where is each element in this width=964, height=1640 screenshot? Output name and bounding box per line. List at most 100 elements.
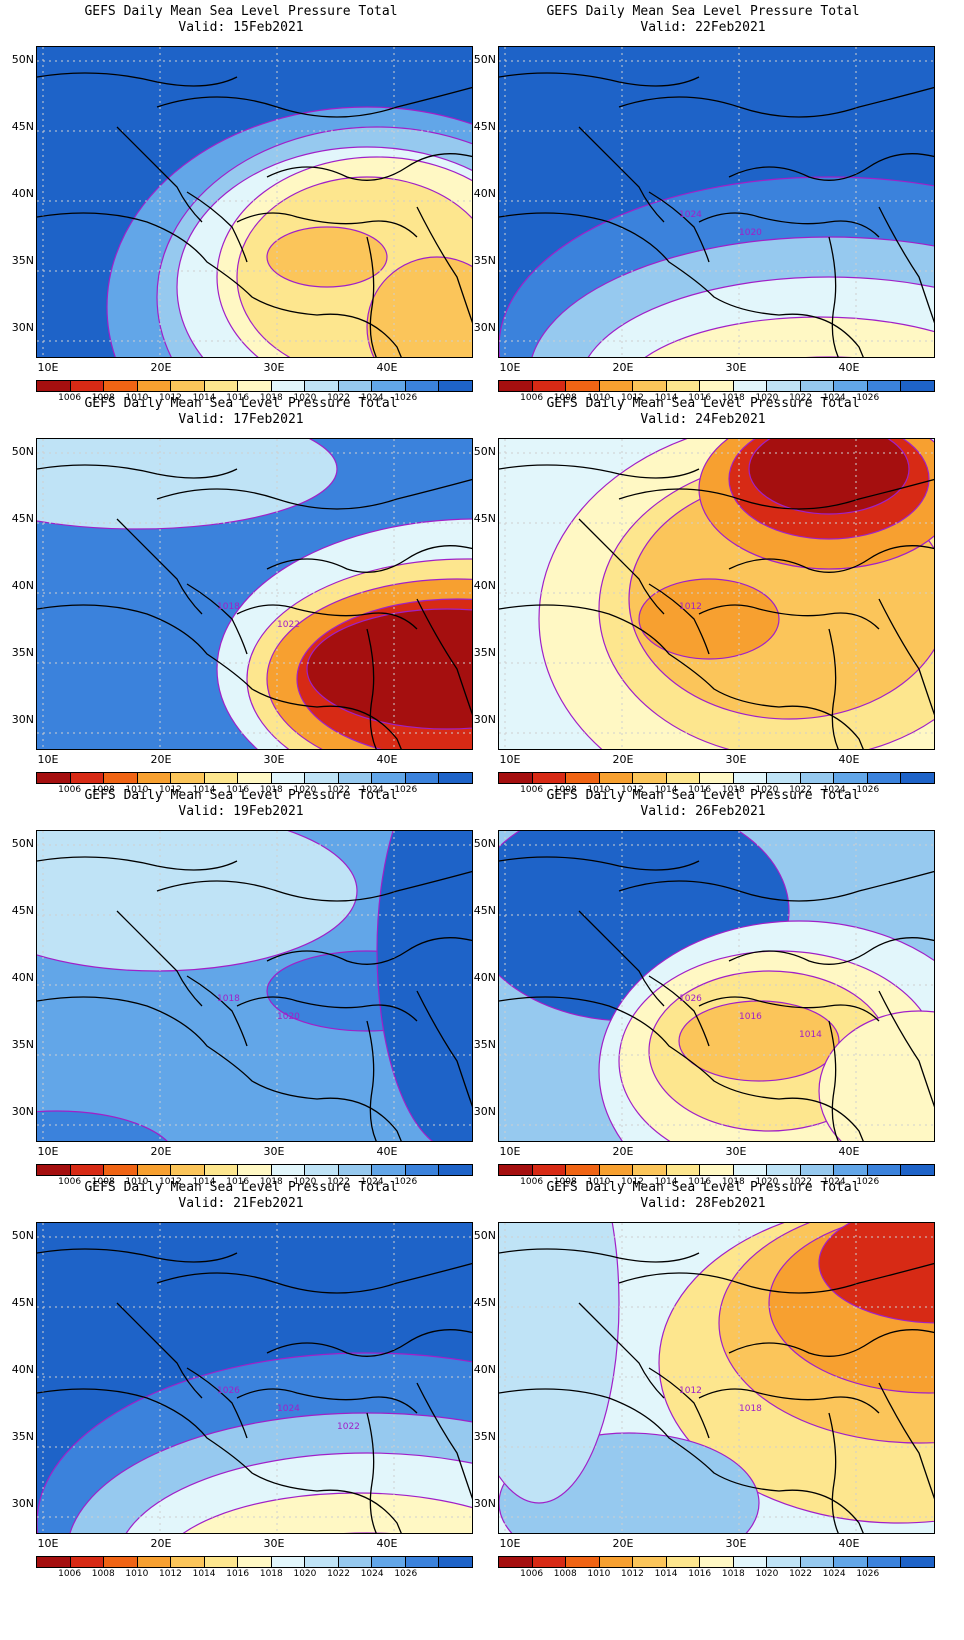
coastline-border [499,212,864,357]
contour-label: 1016 [739,1012,762,1022]
colorbar-label: 1020 [755,1569,779,1579]
lat-tick-label: 35N [473,646,496,659]
colorbar-swatch [171,773,205,783]
contour-label: 1022 [277,620,300,630]
coastline-border [156,86,472,118]
colorbar-label: 1022 [327,393,350,403]
colorbar-label: 1010 [587,785,611,795]
coastline-border [648,975,710,1047]
coastline-border [37,212,402,357]
colorbar-label: 1018 [259,1177,283,1187]
colorbar-swatch [271,381,306,391]
colorbar-swatch [499,381,533,391]
coastline-border [37,1248,238,1263]
map-panel: GEFS Daily Mean Sea Level Pressure Total… [0,0,482,410]
colorbar-swatch [499,1557,533,1567]
colorbar-swatch [405,1557,440,1567]
colorbar-label: 1022 [789,1569,812,1579]
colorbar-label: 1026 [856,1569,880,1579]
pressure-map: 1024 1020 [498,46,935,358]
colorbar-label: 1008 [91,1177,115,1187]
colorbar-swatch [800,1165,835,1175]
panel-valid-date: Valid: 28Feb2021 [640,1196,766,1211]
colorbar-swatch [70,1557,105,1567]
colorbar-swatch [137,1557,172,1567]
isobar-contour [306,608,472,730]
coastline-border [728,1329,934,1357]
coastline-border [728,937,934,965]
colorbar-label: 1016 [688,785,712,795]
lat-tick-label: 45N [11,904,34,917]
coastline-border [828,1020,839,1141]
colorbar-label: 1020 [293,1177,317,1187]
colorbar-swatch [733,773,768,783]
lon-tick-label: 20E [150,1145,172,1158]
pressure-map [36,46,473,358]
colorbar-label: 1012 [621,1177,644,1187]
lon-tick-label: 30E [725,361,747,374]
colorbar-swatch [338,1557,373,1567]
pressure-map: 1026 1016 1014 [498,830,935,1142]
colorbar-swatch [633,773,667,783]
pressure-map: 1018 1022 [36,438,473,750]
colorbar-swatch [532,773,567,783]
colorbar-label: 1018 [721,785,745,795]
coastline-border [728,153,934,181]
lon-tick-label: 30E [725,1537,747,1550]
coastline-border [648,583,710,655]
colorbar-swatch [700,381,734,391]
coastline-border [499,1388,864,1533]
colorbar-swatch [137,1165,172,1175]
colorbar-label: 1014 [654,785,678,795]
colorbar-swatch [532,381,567,391]
colorbar-label: 1014 [192,1177,216,1187]
lon-tick-label: 20E [150,361,172,374]
colorbar-label: 1020 [755,785,779,795]
isobar-contour [366,256,472,357]
lon-tick-label: 30E [263,361,285,374]
lon-tick-label: 40E [376,1145,398,1158]
lat-tick-label: 35N [473,1430,496,1443]
panel-title: GEFS Daily Mean Sea Level Pressure Total [84,396,398,411]
colorbar-swatch [834,1557,868,1567]
coastline-border [828,236,839,357]
coastline-border [186,975,248,1047]
colorbar-label: 1026 [394,785,418,795]
colorbar-swatch [137,773,172,783]
colorbar-swatch [901,381,934,391]
colorbar-label: 1016 [226,785,250,795]
coastline-border [186,191,248,263]
coastline-border [648,1367,710,1439]
colorbar-swatch [834,1165,868,1175]
colorbar-label: 1016 [688,1569,712,1579]
colorbar [498,1164,935,1176]
lat-tick-label: 45N [11,120,34,133]
lat-tick-label: 50N [473,1229,496,1242]
lon-tick-label: 40E [376,753,398,766]
colorbar-label: 1012 [159,785,182,795]
coastline-border [618,478,934,510]
lon-tick-label: 20E [150,753,172,766]
colorbar-swatch [767,773,801,783]
colorbar-label: 1006 [520,393,544,403]
contour-label: 1024 [679,210,702,220]
colorbar-label: 1006 [520,1177,544,1187]
coastline-border [578,1302,665,1399]
colorbar-swatch [532,1165,567,1175]
lat-tick-label: 40N [473,579,496,592]
colorbar-label: 1024 [360,785,384,795]
isobar-contour [344,1532,390,1533]
colorbar-swatch [37,381,71,391]
coastline-border [366,236,377,357]
map-panel: GEFS Daily Mean Sea Level Pressure Total… [462,784,944,1194]
coastline-border [499,996,864,1141]
lat-tick-label: 35N [473,1038,496,1051]
lat-tick-label: 40N [11,579,34,592]
colorbar-label: 1020 [293,1569,317,1579]
lat-tick-label: 45N [473,120,496,133]
colorbar-swatch [700,1165,734,1175]
lon-tick-label: 10E [499,361,521,374]
coastline-border [698,996,880,1022]
coastline-border [266,153,472,181]
lat-tick-label: 35N [11,1038,34,1051]
